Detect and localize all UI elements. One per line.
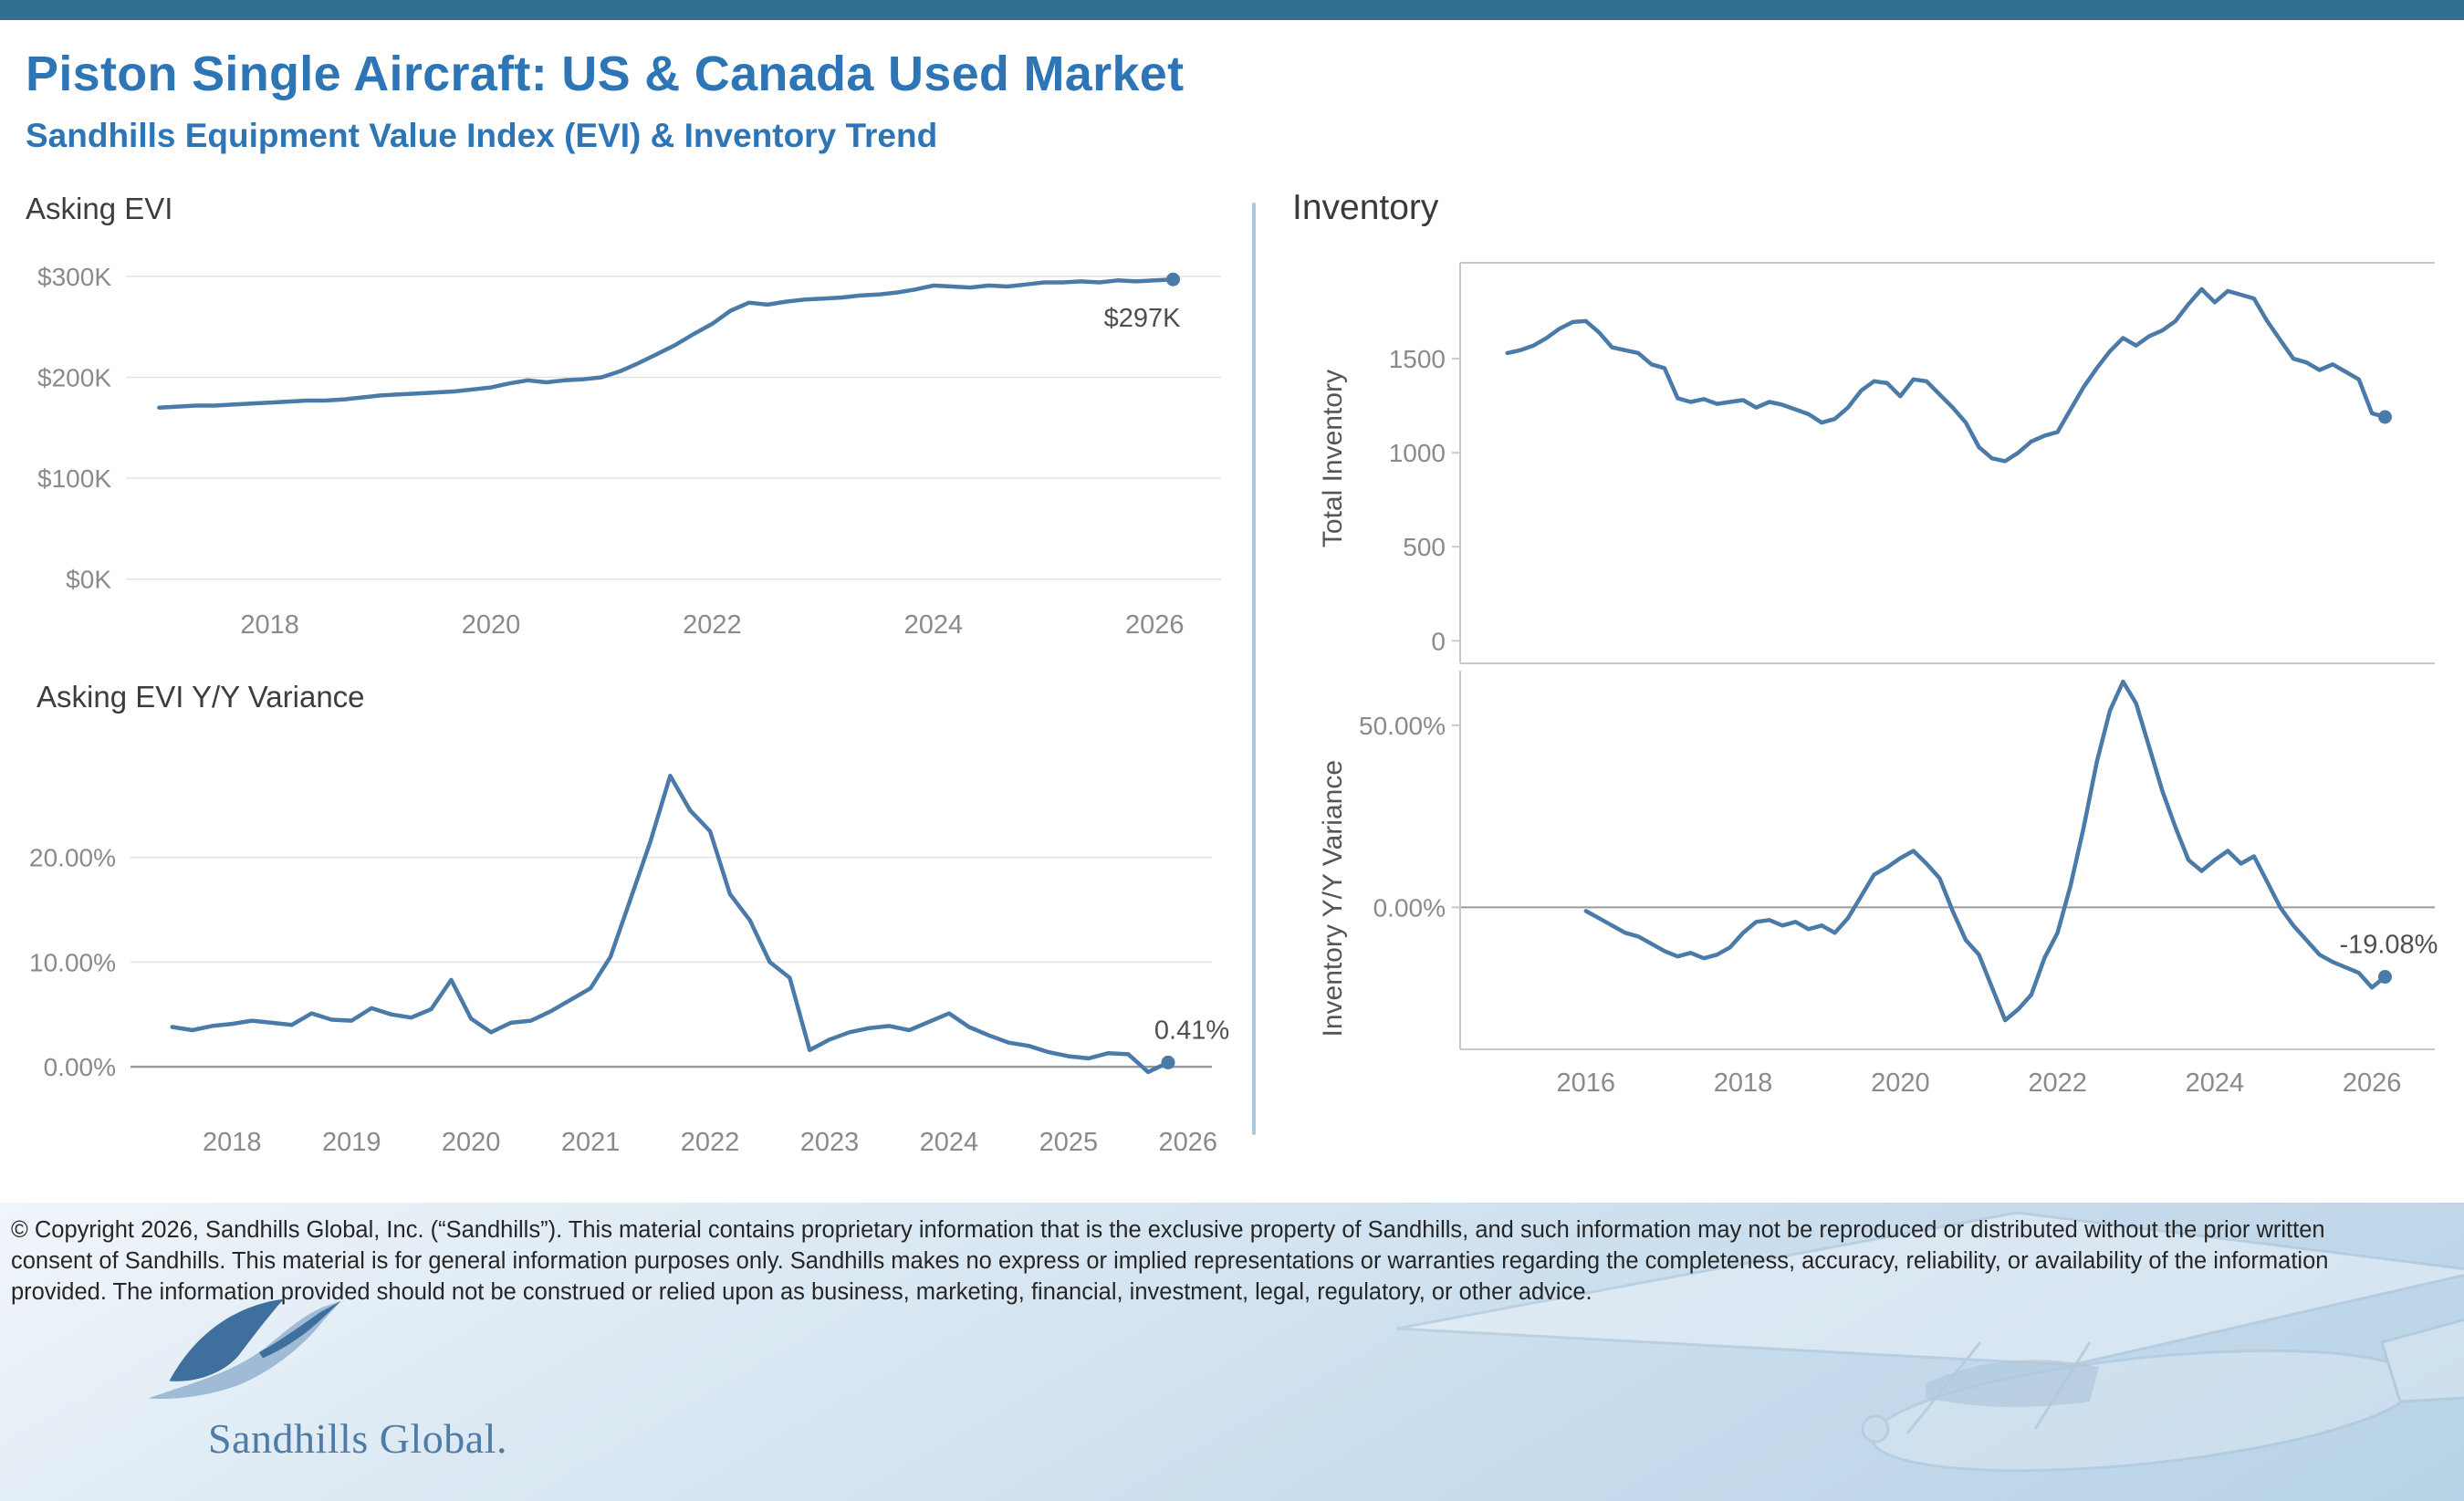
- svg-text:2022: 2022: [2028, 1068, 2087, 1098]
- svg-text:2018: 2018: [240, 610, 299, 640]
- svg-text:2025: 2025: [1039, 1128, 1099, 1157]
- svg-text:2018: 2018: [1714, 1068, 1773, 1098]
- inventory-line-chart: 0 500 1000 1500: [1305, 246, 2448, 671]
- svg-text:2020: 2020: [462, 610, 521, 640]
- svg-text:2020: 2020: [442, 1128, 501, 1157]
- footer-band: © Copyright 2026, Sandhills Global, Inc.…: [0, 1203, 2464, 1501]
- asking-evi-line-chart: $0K $100K $200K $300K 2018 2020 2022 2024 2026 $2…: [26, 235, 1253, 646]
- evi-variance-chart-title: Asking EVI Y/Y Variance: [37, 680, 365, 714]
- svg-text:2020: 2020: [1871, 1068, 1930, 1098]
- sandhills-logo-text: Sandhills Global.: [208, 1415, 507, 1462]
- svg-text:$297K: $297K: [1104, 304, 1182, 333]
- page-subtitle: Sandhills Equipment Value Index (EVI) & …: [26, 117, 938, 154]
- svg-text:1500: 1500: [1389, 345, 1446, 373]
- sandhills-logo-bird-icon: [148, 1298, 341, 1400]
- svg-text:2026: 2026: [2343, 1068, 2402, 1098]
- svg-text:2024: 2024: [904, 610, 964, 640]
- svg-text:2023: 2023: [800, 1128, 860, 1157]
- svg-text:2022: 2022: [681, 1128, 740, 1157]
- svg-text:2021: 2021: [561, 1128, 621, 1157]
- svg-text:50.00%: 50.00%: [1359, 712, 1446, 740]
- section-divider: [1252, 203, 1256, 1135]
- svg-text:$100K: $100K: [37, 464, 111, 493]
- asking-evi-chart-title: Asking EVI: [26, 192, 173, 225]
- svg-text:10.00%: 10.00%: [29, 948, 116, 976]
- svg-text:$300K: $300K: [37, 263, 111, 291]
- svg-text:2022: 2022: [683, 610, 742, 640]
- inventory-section-title: Inventory: [1292, 188, 1439, 227]
- svg-text:0.00%: 0.00%: [44, 1053, 116, 1081]
- copyright-text: © Copyright 2026, Sandhills Global, Inc.…: [11, 1217, 2329, 1305]
- svg-text:2026: 2026: [1125, 610, 1185, 640]
- svg-text:2024: 2024: [920, 1128, 979, 1157]
- svg-text:$200K: $200K: [37, 364, 111, 392]
- svg-text:-19.08%: -19.08%: [2339, 931, 2438, 960]
- inventory-variance-line-chart: 0.00% 50.00% 2016 2018 2020 2022 2024 2026 -19.0…: [1305, 671, 2448, 1127]
- svg-text:1000: 1000: [1389, 439, 1446, 467]
- svg-text:20.00%: 20.00%: [29, 844, 116, 872]
- svg-text:500: 500: [1403, 533, 1446, 561]
- airplane-image: [1395, 1211, 2464, 1473]
- svg-text:2018: 2018: [203, 1128, 262, 1157]
- svg-text:2024: 2024: [2186, 1068, 2245, 1098]
- page-title: Piston Single Aircraft: US & Canada Used…: [26, 47, 1185, 101]
- svg-text:2019: 2019: [322, 1128, 381, 1157]
- svg-text:2026: 2026: [1159, 1128, 1218, 1157]
- evi-variance-line-chart: 0.00% 10.00% 20.00% 2018 2019 2020 2021 2022 202…: [26, 725, 1253, 1163]
- svg-text:0.41%: 0.41%: [1154, 1016, 1229, 1045]
- svg-text:0: 0: [1431, 627, 1446, 655]
- svg-text:0.00%: 0.00%: [1373, 893, 1446, 922]
- top-accent-bar: [0, 0, 2464, 20]
- svg-text:2016: 2016: [1557, 1068, 1616, 1098]
- svg-text:$0K: $0K: [66, 566, 111, 594]
